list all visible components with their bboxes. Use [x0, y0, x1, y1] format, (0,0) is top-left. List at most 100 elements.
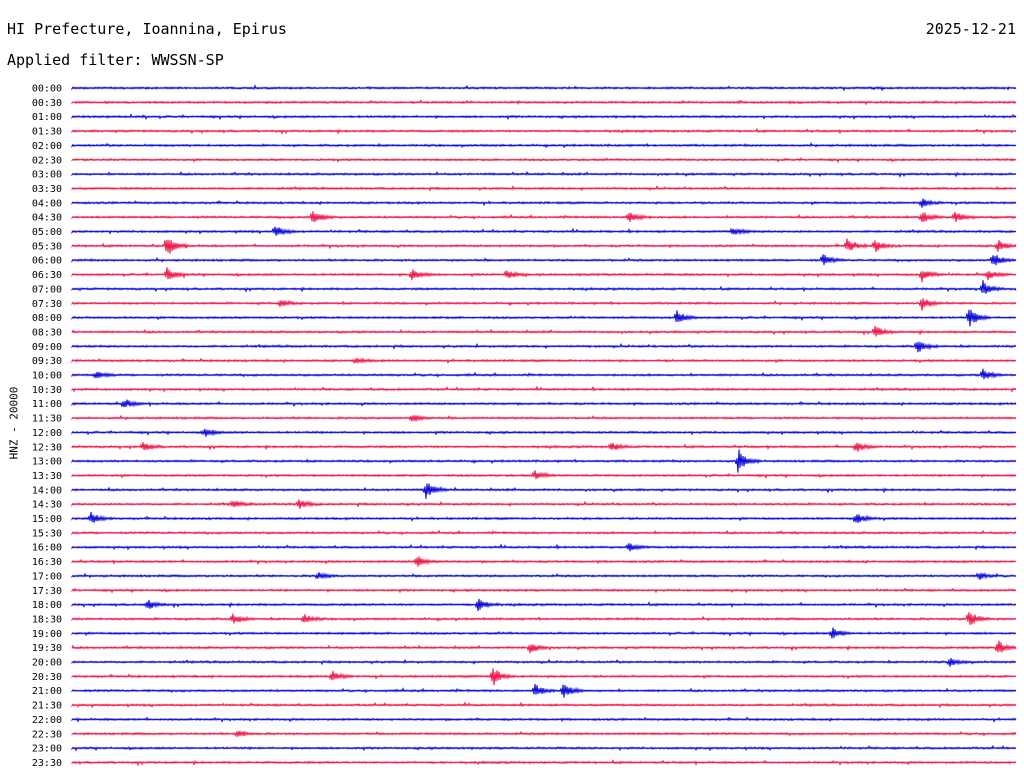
time-tick-label: 19:00 [32, 629, 62, 640]
trace-line-0300 [71, 170, 1017, 179]
time-tick-label: 18:00 [32, 600, 62, 611]
trace-line-1530 [71, 529, 1017, 536]
trace-line-0330 [71, 184, 1017, 192]
time-tick-label: 11:00 [32, 399, 62, 410]
trace-line-0430 [71, 211, 1017, 223]
time-tick-label: 04:30 [32, 213, 62, 224]
time-tick-label: 17:00 [32, 571, 62, 582]
time-tick-label: 22:00 [32, 715, 62, 726]
time-tick-label: 20:00 [32, 658, 62, 669]
trace-line-2100 [71, 683, 1017, 698]
trace-line-2300 [71, 744, 1017, 752]
time-tick-label: 14:00 [32, 485, 62, 496]
trace-line-1700 [71, 571, 1017, 581]
time-tick-label: 03:30 [32, 184, 62, 195]
time-tick-label: 02:30 [32, 155, 62, 166]
time-tick-label: 07:30 [32, 299, 62, 310]
time-tick-label: 15:30 [32, 528, 62, 539]
time-tick-label: 12:00 [32, 428, 62, 439]
trace-line-1030 [71, 385, 1017, 393]
trace-line-0200 [71, 141, 1017, 149]
trace-line-1230 [71, 442, 1017, 452]
trace-line-1330 [71, 470, 1017, 480]
time-tick-label: 06:00 [32, 256, 62, 267]
trace-line-0100 [71, 113, 1017, 121]
time-tick-label: 08:00 [32, 313, 62, 324]
trace-line-1400 [71, 483, 1017, 499]
trace-line-0600 [71, 254, 1017, 266]
time-tick-label: 23:30 [32, 758, 62, 769]
time-tick-label: 22:30 [32, 729, 62, 740]
time-tick-label: 16:00 [32, 543, 62, 554]
trace-line-1830 [71, 612, 1017, 626]
trace-line-1200 [71, 428, 1017, 437]
time-tick-label: 15:00 [32, 514, 62, 525]
trace-line-0000 [71, 84, 1017, 92]
time-tick-label: 01:00 [32, 112, 62, 123]
time-tick-label: 10:00 [32, 371, 62, 382]
trace-line-2200 [71, 716, 1017, 723]
trace-line-2030 [71, 668, 1017, 686]
time-tick-label: 21:00 [32, 686, 62, 697]
trace-line-0230 [71, 157, 1017, 164]
trace-line-1430 [71, 499, 1017, 509]
trace-line-1900 [71, 627, 1017, 639]
trace-line-1930 [71, 640, 1017, 654]
trace-line-1600 [71, 543, 1017, 552]
time-tick-label: 13:30 [32, 471, 62, 482]
trace-line-1800 [71, 598, 1017, 611]
trace-line-1630 [71, 556, 1017, 567]
time-tick-label: 09:00 [32, 342, 62, 353]
y-axis-label: HNZ - 20000 [7, 386, 21, 460]
time-tick-label: 23:00 [32, 744, 62, 755]
trace-line-0030 [71, 99, 1017, 106]
trace-line-2330 [71, 759, 1017, 767]
trace-line-1730 [71, 587, 1017, 594]
time-tick-label: 03:00 [32, 170, 62, 181]
trace-line-0530 [71, 238, 1017, 254]
time-tick-label: 05:30 [32, 241, 62, 252]
trace-line-2000 [71, 657, 1017, 667]
time-tick-label: 02:00 [32, 141, 62, 152]
trace-line-2130 [71, 701, 1017, 709]
trace-line-0400 [71, 198, 1017, 208]
time-tick-label: 01:30 [32, 127, 62, 138]
time-tick-label: 17:30 [32, 586, 62, 597]
time-tick-label: 06:30 [32, 270, 62, 281]
plot-date: 2025-12-21 [925, 20, 1016, 38]
trace-line-1100 [71, 399, 1017, 408]
trace-line-0130 [71, 127, 1017, 135]
time-tick-label: 18:30 [32, 614, 62, 625]
trace-line-0930 [71, 356, 1017, 365]
trace-line-0500 [71, 226, 1017, 236]
trace-line-0830 [71, 325, 1017, 337]
trace-line-1500 [71, 511, 1017, 524]
time-tick-label: 16:30 [32, 557, 62, 568]
time-tick-label: 10:30 [32, 385, 62, 396]
trace-line-0700 [71, 280, 1017, 294]
trace-line-2230 [71, 729, 1017, 738]
trace-line-0900 [71, 341, 1017, 353]
time-tick-label: 13:00 [32, 457, 62, 468]
trace-line-0630 [71, 267, 1017, 283]
time-tick-label: 19:30 [32, 643, 62, 654]
filter-label: Applied filter: WWSSN-SP [7, 51, 224, 69]
time-tick-label: 12:30 [32, 442, 62, 453]
time-tick-label: 07:00 [32, 284, 62, 295]
time-tick-label: 00:00 [32, 84, 62, 95]
time-tick-label: 05:00 [32, 227, 62, 238]
time-tick-label: 21:30 [32, 701, 62, 712]
trace-line-1130 [71, 414, 1017, 422]
trace-line-0730 [71, 298, 1017, 311]
time-tick-label: 14:30 [32, 500, 62, 511]
time-tick-label: 00:30 [32, 98, 62, 109]
time-tick-label: 20:30 [32, 672, 62, 683]
time-tick-label: 08:30 [32, 327, 62, 338]
trace-line-1000 [71, 368, 1017, 380]
station-title: HI Prefecture, Ioannina, Epirus [7, 20, 287, 38]
trace-line-0800 [71, 309, 1017, 327]
time-tick-label: 09:30 [32, 356, 62, 367]
trace-line-1300 [71, 449, 1017, 473]
time-tick-label: 04:00 [32, 198, 62, 209]
